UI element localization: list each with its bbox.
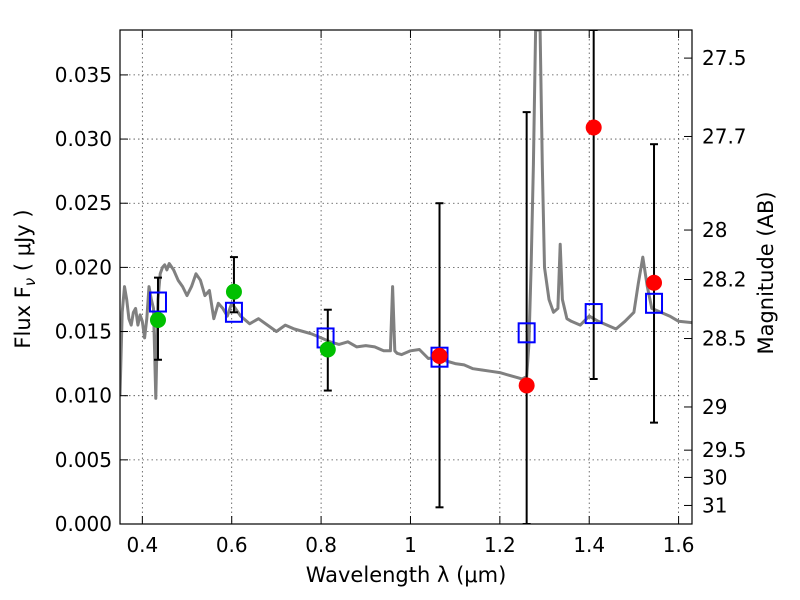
- y2-tick-label: 27.5: [702, 46, 747, 70]
- spectrum-line: [120, 30, 692, 400]
- y-axis-label-sub: ν: [21, 278, 39, 286]
- y-tick-label: 0.020: [55, 255, 112, 279]
- x-tick-label: 0.4: [126, 533, 158, 557]
- y-tick-label: 0.010: [55, 384, 112, 408]
- y2-tick-label: 31: [702, 493, 727, 517]
- circle-marker: [319, 341, 336, 358]
- y2-tick-label: 29.5: [702, 438, 747, 462]
- circle-marker: [585, 119, 602, 136]
- y2-tick-label: 28: [702, 218, 727, 242]
- circle-marker: [149, 311, 166, 328]
- square-marker: [430, 346, 449, 368]
- x-tick-label: 1.6: [663, 533, 695, 557]
- x-tick-label: 1.4: [573, 533, 605, 557]
- circle-marker: [431, 347, 448, 364]
- x-axis-label: Wavelength λ (μm): [306, 563, 507, 587]
- y2-axis-label: Magnitude (AB): [754, 191, 778, 354]
- x-tick-label: 0.8: [305, 533, 337, 557]
- square-marker: [148, 291, 167, 313]
- y2-tick-label: 27.7: [702, 124, 747, 148]
- square-marker: [224, 301, 243, 323]
- circle-marker: [646, 274, 663, 291]
- y2-tick-label: 28.2: [702, 267, 747, 291]
- x-tick-label: 0.6: [216, 533, 248, 557]
- x-tick-label: 1.2: [484, 533, 516, 557]
- error-bar: [522, 111, 531, 524]
- square-marker: [584, 303, 603, 325]
- y-tick-label: 0.005: [55, 448, 112, 472]
- x-tick-label: 1: [404, 533, 417, 557]
- axis-ticks: 0.4 0.6 0.8 1 1.2 1.4 1.6 0.000 0.005 0.010 0.015 0…: [55, 30, 747, 557]
- data-markers: [148, 119, 664, 394]
- square-marker: [517, 322, 536, 344]
- y2-tick-label: 29: [702, 395, 727, 419]
- y-tick-label: 0.035: [55, 63, 112, 87]
- y2-tick-label: 28.5: [702, 327, 747, 351]
- template-spectrum: [120, 30, 692, 400]
- y-tick-label: 0.000: [55, 512, 112, 536]
- y-axis-label-unit: ( μJy ): [11, 209, 35, 277]
- plot-frame: [119, 29, 693, 525]
- error-bars: [153, 30, 659, 524]
- y-axis-label-main: Flux F: [11, 286, 35, 348]
- grid: [120, 30, 692, 525]
- y-axis-label: Flux Fν ( μJy ): [11, 209, 39, 348]
- square-marker: [645, 292, 664, 314]
- y-tick-label: 0.025: [55, 191, 112, 215]
- circle-marker: [518, 377, 535, 394]
- error-bar: [589, 30, 598, 381]
- y2-tick-label: 30: [702, 465, 727, 489]
- y-tick-label: 0.030: [55, 127, 112, 151]
- circle-marker: [225, 283, 242, 300]
- y-tick-label: 0.015: [55, 320, 112, 344]
